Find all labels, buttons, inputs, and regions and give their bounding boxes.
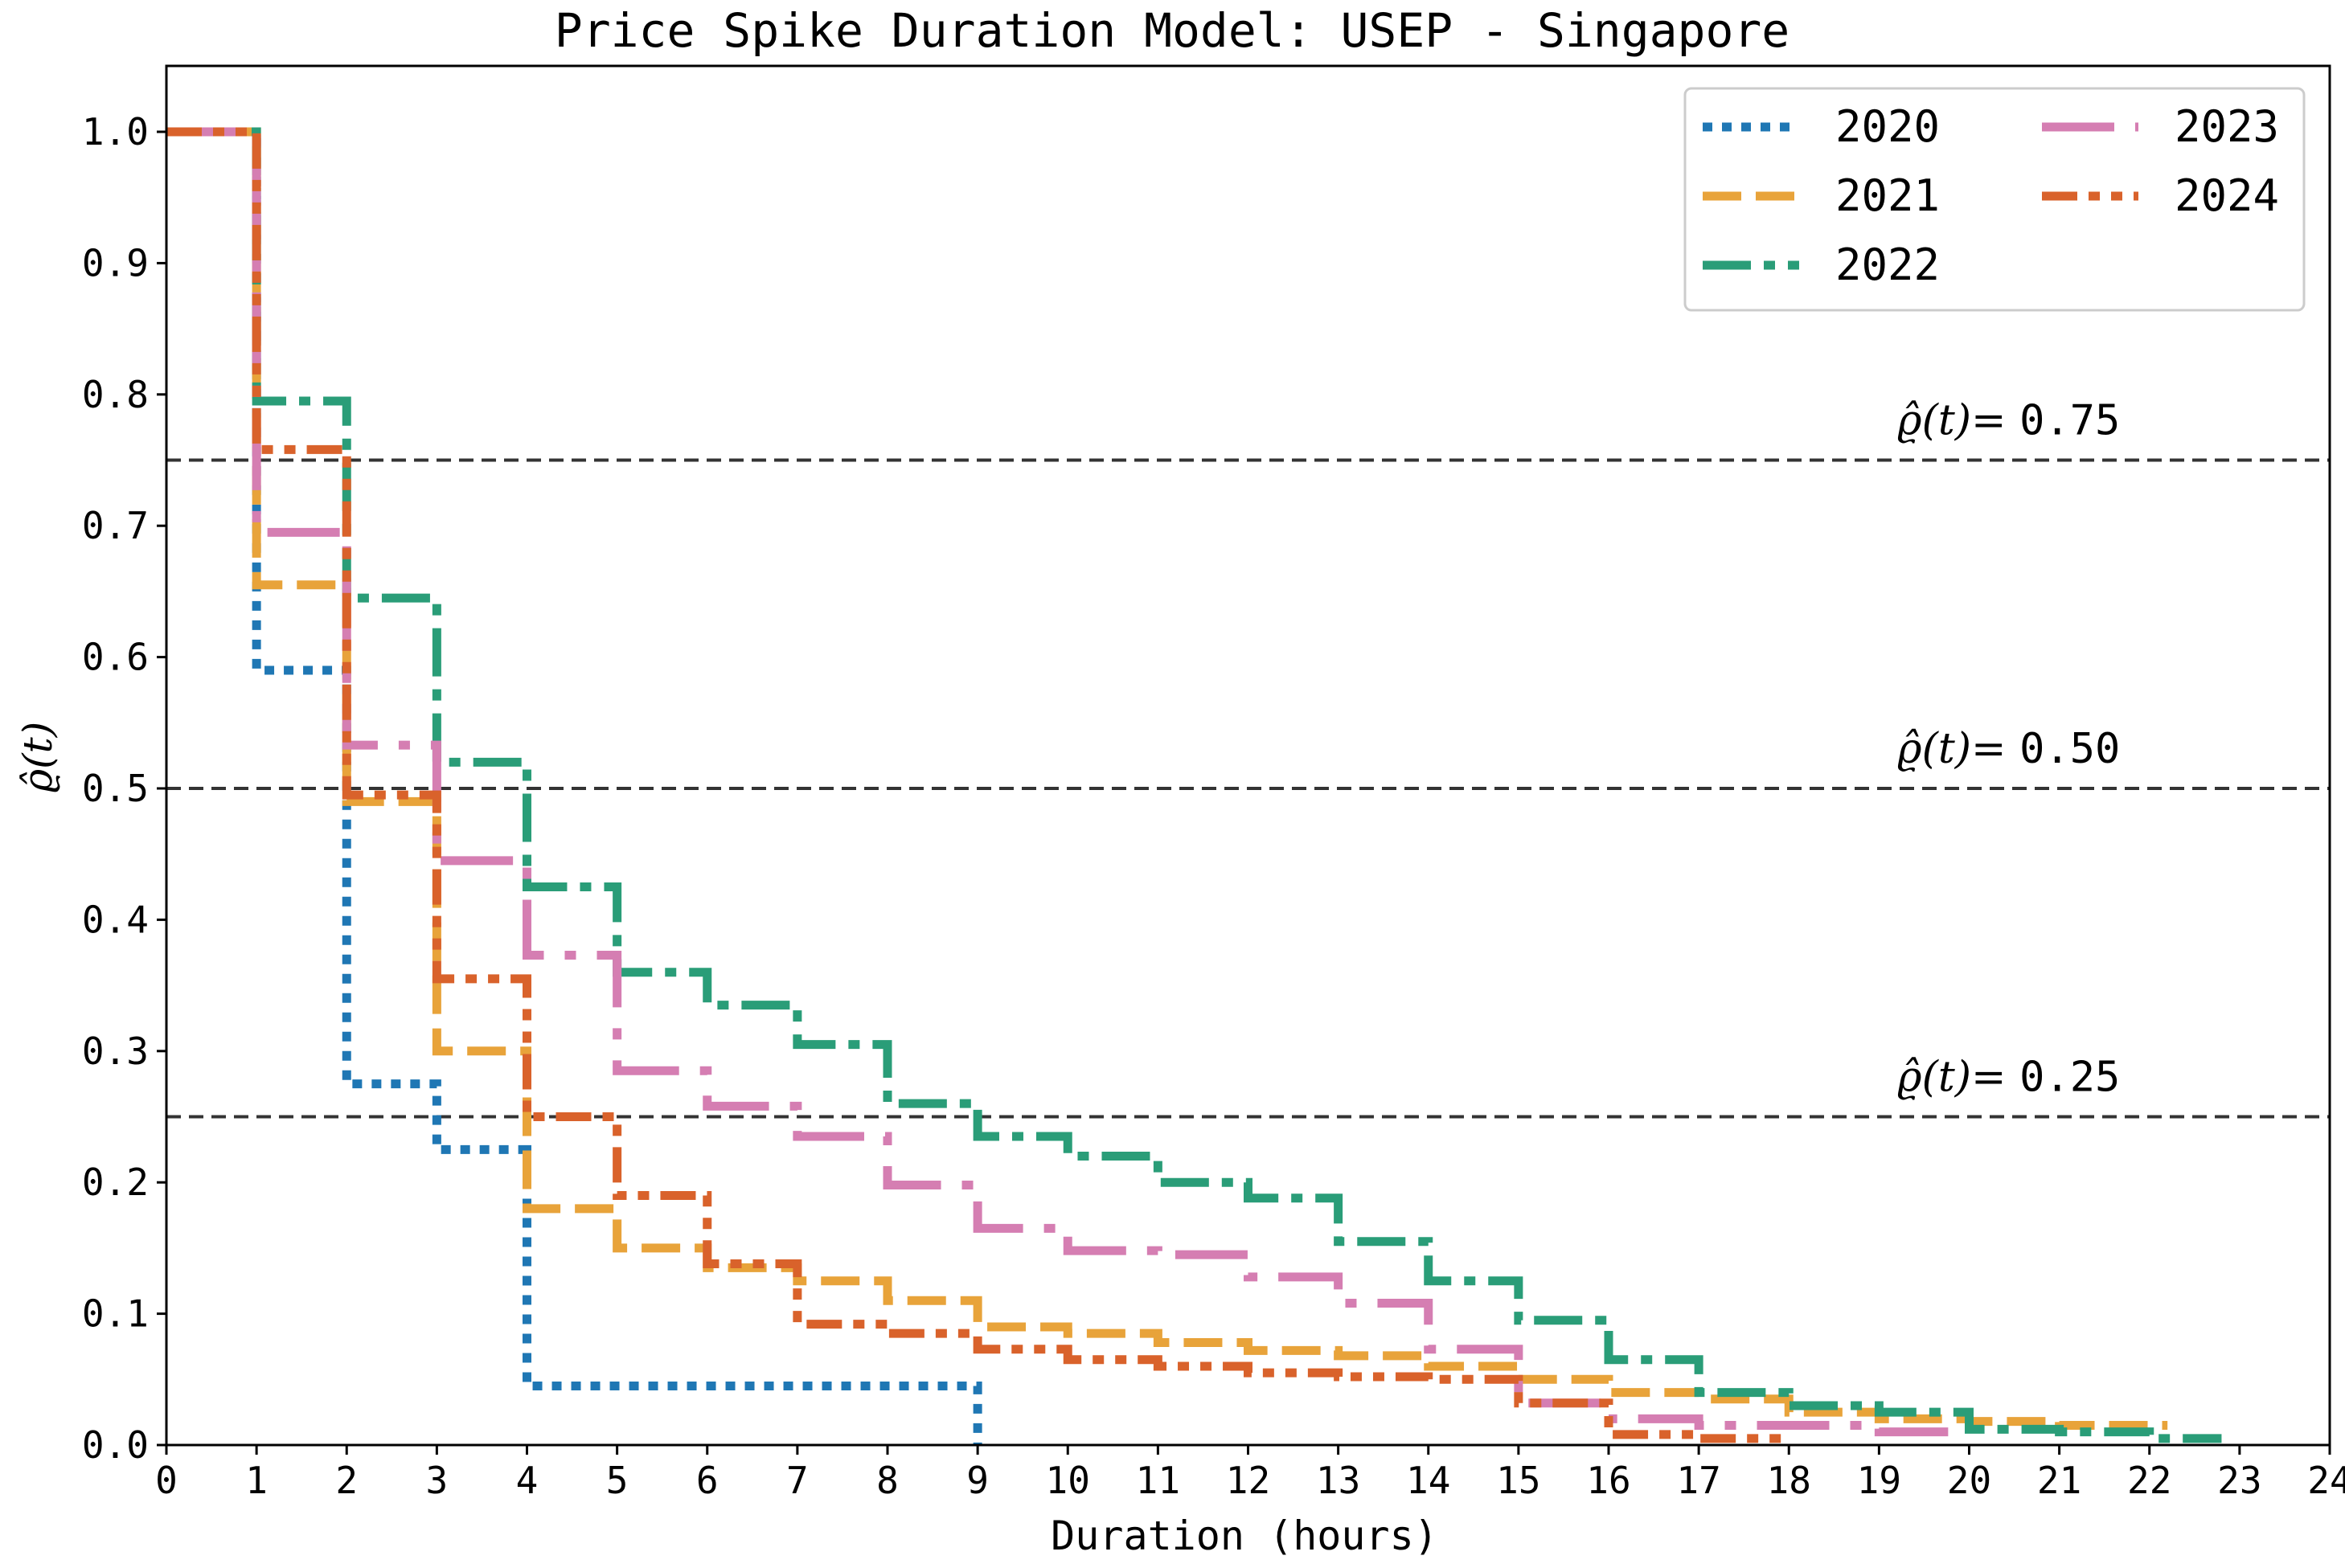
axes: 0 1 2 3 4 5 6 7 8 9 10 11 12 13 14 15 16 17 18 19 20 21 22 23 24… xyxy=(82,64,2345,1502)
y-tick-label: 0.9 xyxy=(82,241,149,285)
y-axis-label: ϱ̂(t) xyxy=(14,722,61,793)
x-tick-label: 13 xyxy=(1316,1459,1360,1502)
x-tick-label: 9 xyxy=(966,1459,989,1502)
x-tick-label: 20 xyxy=(1947,1459,1991,1502)
legend-label-2022: 2022 xyxy=(1835,239,1940,290)
x-tick-label: 21 xyxy=(2037,1459,2081,1502)
reference-line-label: ϱ̂(t)= 0.50 xyxy=(1897,725,2120,773)
reference-line-label: ϱ̂(t)= 0.75 xyxy=(1897,397,2120,445)
x-tick-label: 3 xyxy=(426,1459,449,1502)
x-tick-label: 23 xyxy=(2217,1459,2261,1502)
y-tick-label: 0.2 xyxy=(82,1161,149,1204)
y-tick-label: 0.8 xyxy=(82,373,149,416)
legend-label-2024: 2024 xyxy=(2175,170,2279,221)
x-tick-label: 5 xyxy=(606,1459,629,1502)
x-tick-label: 15 xyxy=(1496,1459,1540,1502)
reference-line-label: ϱ̂(t)= 0.25 xyxy=(1897,1054,2120,1102)
legend-label-2020: 2020 xyxy=(1835,101,1940,152)
x-tick-label: 1 xyxy=(245,1459,268,1502)
x-tick-label: 7 xyxy=(786,1459,809,1502)
x-tick-label: 22 xyxy=(2127,1459,2171,1502)
series-line-2022 xyxy=(166,127,2222,1443)
y-tick-label: 0.7 xyxy=(82,504,149,547)
series-lines xyxy=(166,127,2222,1445)
legend-label-2021: 2021 xyxy=(1835,170,1940,221)
x-tick-label: 24 xyxy=(2307,1459,2345,1502)
y-tick-label: 0.0 xyxy=(82,1423,149,1467)
reference-lines: ϱ̂(t)= 0.75 ϱ̂(t)= 0.50 ϱ̂(t)= 0.25 xyxy=(166,397,2330,1119)
x-tick-label: 12 xyxy=(1226,1459,1270,1502)
x-tick-label: 2 xyxy=(335,1459,358,1502)
x-tick-label: 17 xyxy=(1676,1459,1720,1502)
x-tick-label: 19 xyxy=(1857,1459,1901,1502)
x-tick-label: 0 xyxy=(155,1459,178,1502)
x-axis-label: Duration (hours) xyxy=(1051,1513,1438,1559)
y-tick-label: 0.1 xyxy=(82,1292,149,1336)
legend-box xyxy=(1683,87,2306,312)
x-tick-label: 8 xyxy=(876,1459,899,1502)
y-tick-label: 0.6 xyxy=(82,636,149,679)
series-line-2024 xyxy=(166,127,1789,1443)
x-tick-label: 18 xyxy=(1767,1459,1811,1502)
y-tick-label: 0.5 xyxy=(82,767,149,810)
x-tick-label: 6 xyxy=(696,1459,719,1502)
x-tick-label: 14 xyxy=(1406,1459,1450,1502)
y-tick-label: 1.0 xyxy=(82,110,149,154)
legend-label-2023: 2023 xyxy=(2175,101,2279,152)
legend: 2020 2021 2022 2023 2024 xyxy=(1683,87,2306,312)
x-tick-label: 10 xyxy=(1046,1459,1090,1502)
series-line-2023 xyxy=(166,127,1956,1439)
x-tick-label: 4 xyxy=(516,1459,539,1502)
chart-title: Price Spike Duration Model: USEP - Singa… xyxy=(555,3,1789,58)
y-tick-label: 0.4 xyxy=(82,898,149,941)
x-tick-label: 11 xyxy=(1136,1459,1180,1502)
y-tick-label: 0.3 xyxy=(82,1030,149,1073)
series-line-2021 xyxy=(166,127,2168,1430)
x-tick-label: 16 xyxy=(1586,1459,1630,1502)
